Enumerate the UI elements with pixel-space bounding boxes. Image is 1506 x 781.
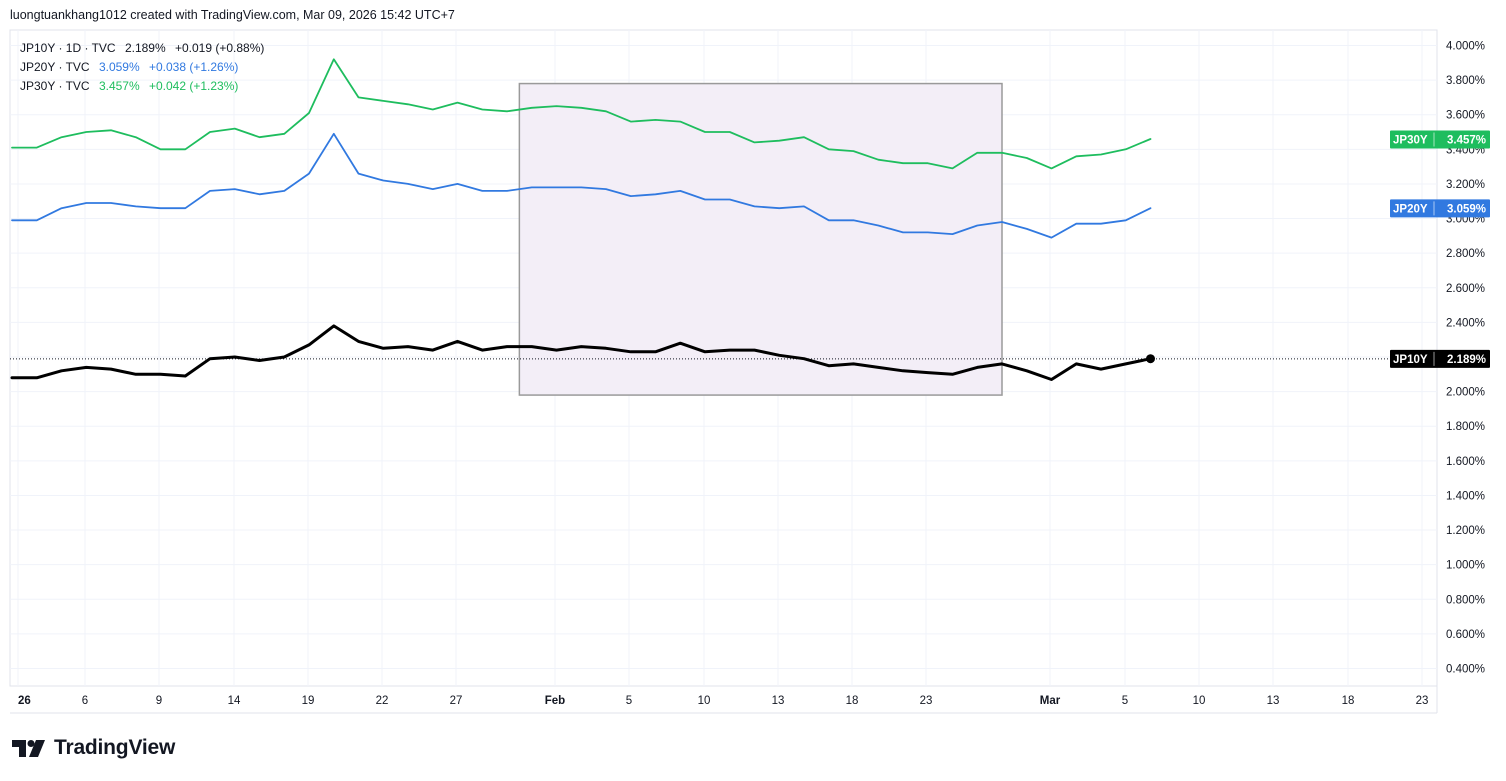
series-line-jp20y (11, 132, 1152, 239)
legend-change: +0.038 (+1.26%) (148, 60, 239, 74)
price-tag-jp20y (1390, 199, 1490, 218)
x-tick-label: 6 (82, 695, 88, 707)
x-tick-label: 5 (1122, 695, 1128, 707)
price-tag-jp30y (1390, 130, 1490, 149)
x-tick-label: 10 (1193, 695, 1206, 707)
y-tick-label: 2.000% (1446, 387, 1485, 399)
legend-row-jp10y[interactable]: JP10Y · 1D · TVC 2.189% +0.019 (+0.88%) (20, 39, 264, 58)
legend-row-jp20y[interactable]: JP20Y · TVC 3.059% +0.038 (+1.26%) (20, 58, 264, 77)
x-tick-label: 19 (302, 695, 315, 707)
y-tick-label: 2.600% (1446, 283, 1485, 295)
x-tick-label: 10 (698, 695, 711, 707)
last-point-marker (1146, 354, 1155, 364)
x-tick-label: 23 (1416, 695, 1429, 707)
legend-change: +0.019 (+0.88%) (174, 41, 265, 55)
x-tick-label: 18 (1342, 695, 1355, 707)
x-tick-label: 13 (772, 695, 785, 707)
x-tick-label: Mar (1040, 695, 1061, 707)
x-tick-label: 14 (228, 695, 241, 707)
x-tick-label: 23 (920, 695, 933, 707)
y-tick-label: 0.800% (1446, 594, 1485, 606)
y-tick-label: 1.400% (1446, 490, 1485, 502)
tradingview-logo[interactable]: TradingView (12, 736, 175, 760)
series-line-jp10y (10, 324, 1152, 381)
legend-change: +0.042 (+1.23%) (148, 79, 239, 93)
y-tick-label: 2.800% (1446, 248, 1485, 260)
y-tick-label: 3.600% (1446, 110, 1485, 122)
price-tag-symbol: JP10Y (1393, 354, 1428, 366)
y-tick-label: 1.800% (1446, 421, 1485, 433)
y-tick-label: 1.000% (1446, 560, 1485, 572)
x-tick-label: 9 (156, 695, 162, 707)
legend-value: 3.059% (98, 60, 140, 74)
legend-symbol: JP30Y · TVC (20, 79, 90, 93)
x-tick-label: 26 (18, 695, 31, 707)
series-line-jp30y (11, 58, 1152, 170)
highlight-rectangle (518, 82, 1003, 396)
x-tick-label: 22 (376, 695, 389, 707)
y-tick-label: 1.200% (1446, 525, 1485, 537)
price-tag-value: 3.457% (1447, 134, 1486, 146)
y-tick-label: 0.400% (1446, 664, 1485, 676)
tradingview-logo-icon (12, 740, 45, 757)
price-tag-value: 3.059% (1447, 203, 1486, 215)
x-tick-label: 13 (1267, 695, 1280, 707)
y-tick-label: 3.200% (1446, 179, 1485, 191)
brand-name: TradingView (54, 736, 176, 759)
price-tag-symbol: JP20Y (1393, 203, 1428, 215)
y-tick-label: 1.600% (1446, 456, 1485, 468)
price-tag-symbol: JP30Y (1393, 134, 1428, 146)
price-tag-jp10y (1390, 349, 1490, 368)
legend-row-jp30y[interactable]: JP30Y · TVC 3.457% +0.042 (+1.23%) (20, 77, 264, 96)
chart-header: luongtuankhang1012 created with TradingV… (10, 8, 455, 22)
y-tick-label: 4.000% (1446, 41, 1485, 53)
y-tick-label: 0.600% (1446, 629, 1485, 641)
y-tick-label: 2.400% (1446, 317, 1485, 329)
legend-value: 3.457% (98, 79, 140, 93)
legend-symbol: JP20Y · TVC (20, 60, 90, 74)
x-tick-label: 18 (846, 695, 859, 707)
x-tick-label: 5 (626, 695, 632, 707)
x-tick-label: Feb (545, 695, 565, 707)
y-tick-label: 3.800% (1446, 75, 1485, 87)
legend: JP10Y · 1D · TVC 2.189% +0.019 (+0.88%) … (20, 39, 264, 96)
legend-symbol: JP10Y · 1D · TVC (20, 41, 116, 55)
legend-value: 2.189% (124, 41, 166, 55)
price-tag-value: 2.189% (1447, 354, 1486, 366)
x-tick-label: 27 (450, 695, 463, 707)
